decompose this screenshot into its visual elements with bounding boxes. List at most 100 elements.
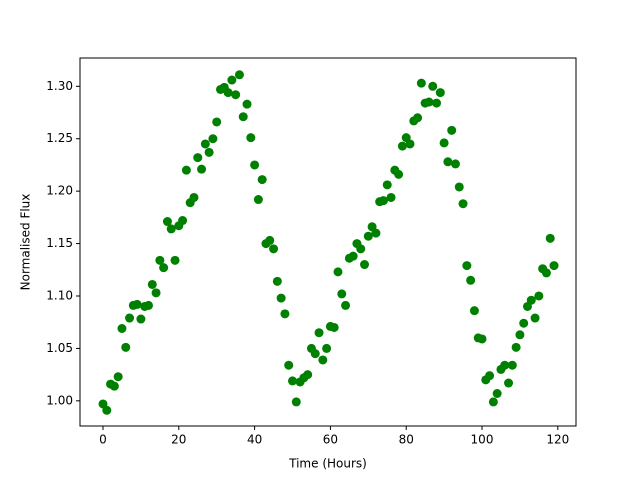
x-tick-label: 0 — [99, 433, 107, 447]
data-point — [189, 192, 199, 202]
data-point — [504, 378, 514, 388]
data-point — [416, 78, 426, 88]
x-tick-label: 120 — [546, 433, 569, 447]
data-point — [280, 309, 290, 319]
y-tick-label: 1.15 — [46, 236, 73, 250]
data-point — [382, 180, 392, 190]
data-point — [234, 70, 244, 80]
data-point — [348, 251, 358, 261]
data-point — [322, 343, 332, 353]
data-point — [394, 169, 404, 179]
data-point — [424, 97, 434, 107]
y-tick-label: 1.05 — [46, 341, 73, 355]
data-point — [477, 334, 487, 344]
data-point — [197, 164, 207, 174]
data-point — [450, 159, 460, 169]
data-point — [341, 300, 351, 310]
data-point — [310, 349, 320, 359]
data-point — [500, 360, 510, 370]
x-tick-label: 100 — [471, 433, 494, 447]
data-point — [200, 139, 210, 149]
data-point — [386, 192, 396, 202]
data-point — [151, 288, 161, 298]
data-point — [443, 157, 453, 167]
data-point — [363, 231, 373, 241]
data-point — [242, 99, 252, 109]
data-point — [462, 261, 472, 271]
data-point — [193, 153, 203, 163]
data-point — [397, 141, 407, 151]
data-point — [117, 323, 127, 333]
data-point — [318, 355, 328, 365]
data-point — [458, 199, 468, 209]
data-point — [291, 397, 301, 407]
data-point — [371, 228, 381, 238]
data-point — [485, 371, 495, 381]
data-point — [276, 293, 286, 303]
data-point — [541, 268, 551, 278]
data-point — [288, 376, 298, 386]
data-point — [329, 322, 339, 332]
data-point — [413, 113, 423, 123]
y-tick-label: 1.10 — [46, 288, 73, 302]
y-tick-label: 1.30 — [46, 79, 73, 93]
data-point — [488, 397, 498, 407]
data-point — [519, 318, 529, 328]
data-point — [250, 160, 260, 170]
x-tick-label: 20 — [171, 433, 186, 447]
data-point — [435, 88, 445, 98]
data-point — [155, 255, 165, 265]
data-point — [212, 117, 222, 127]
data-point — [378, 196, 388, 206]
data-point — [545, 233, 555, 243]
data-point — [356, 244, 366, 254]
data-point — [333, 267, 343, 277]
data-point — [454, 182, 464, 192]
data-point — [439, 138, 449, 148]
data-point — [360, 260, 370, 270]
data-point — [181, 165, 191, 175]
data-point — [125, 313, 135, 323]
data-point — [223, 88, 233, 98]
x-tick-label: 60 — [323, 433, 338, 447]
data-point — [526, 295, 536, 305]
x-axis-label: Time (Hours) — [288, 457, 367, 471]
data-point — [159, 263, 169, 273]
data-point — [121, 342, 131, 352]
data-point — [147, 279, 157, 289]
data-point — [166, 224, 176, 234]
data-point — [447, 125, 457, 135]
data-point — [109, 381, 119, 391]
data-point — [231, 90, 241, 100]
data-point — [515, 330, 525, 340]
data-point — [102, 405, 112, 415]
data-point — [507, 360, 517, 370]
data-point — [113, 372, 123, 382]
data-point — [170, 255, 180, 265]
data-point — [284, 360, 294, 370]
data-point — [238, 112, 248, 122]
data-point — [204, 147, 214, 157]
data-point — [432, 98, 442, 108]
x-tick-label: 40 — [247, 433, 262, 447]
data-point — [265, 235, 275, 245]
data-point — [257, 175, 267, 185]
data-point — [227, 75, 237, 85]
y-tick-label: 1.20 — [46, 184, 73, 198]
data-point — [405, 139, 415, 149]
data-point — [162, 217, 172, 227]
data-point — [511, 342, 521, 352]
data-point — [246, 133, 256, 143]
data-point — [253, 195, 263, 205]
data-point — [466, 275, 476, 285]
data-point — [549, 261, 559, 271]
data-point — [303, 370, 313, 380]
data-point — [530, 313, 540, 323]
plot-frame — [79, 57, 577, 427]
data-point — [143, 300, 153, 310]
data-point — [428, 81, 438, 91]
data-point — [132, 299, 142, 309]
data-point — [314, 328, 324, 338]
